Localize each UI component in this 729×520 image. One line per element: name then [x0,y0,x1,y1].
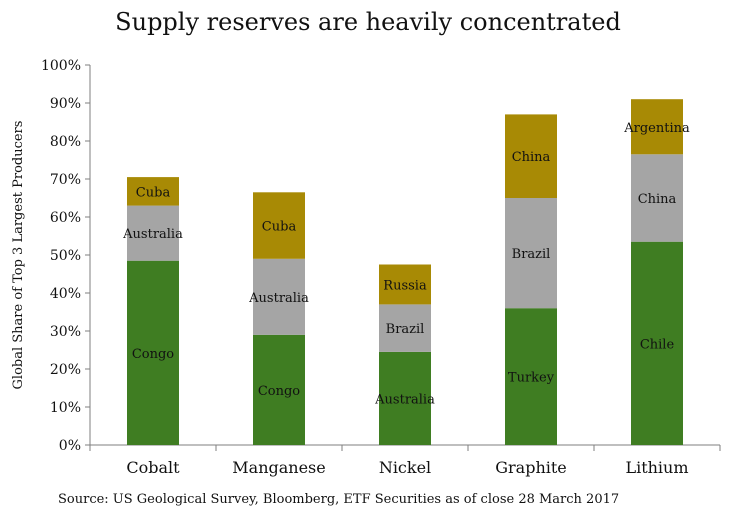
source-note: Source: US Geological Survey, Bloomberg,… [58,492,619,507]
data-label: Congo [132,347,174,362]
chart-title: Supply reserves are heavily concentrated [115,8,621,36]
bar-segment [253,258,305,335]
y-tick-label: 30% [50,324,81,340]
bars [127,99,683,445]
y-tick-label: 60% [50,210,81,226]
bar-segment [631,154,683,242]
data-label: China [512,150,551,165]
bar-segment [127,260,179,445]
bar-segment [253,334,305,445]
axes: 0% 10% 20% 30% 40% 50% 60% 70% 80% 90% 100% Cobalt M… [41,58,721,477]
x-tick-label: Cobalt [126,458,180,477]
bar-segment [379,351,431,445]
y-tick-label: 70% [50,172,81,188]
y-tick-label: 100% [41,58,81,74]
y-tick-label: 80% [50,134,81,150]
bar-segment [379,264,431,305]
data-label: Cuba [262,220,297,235]
data-label: China [638,192,677,207]
data-label: Australia [374,392,435,407]
bar-segment [127,205,179,261]
bar-segment [505,308,557,445]
y-tick-label: 20% [50,362,81,378]
y-tick-label: 40% [50,286,81,302]
data-label: Chile [640,337,675,352]
data-label: Cuba [136,185,171,200]
bar-segment [505,114,557,198]
bar-segment [505,198,557,309]
x-tick-label: Lithium [625,458,688,477]
x-tick-label: Graphite [495,458,567,477]
bar-segment [631,241,683,445]
data-label: Congo [258,384,300,399]
y-tick-label: 10% [50,400,81,416]
data-label: Australia [122,227,183,242]
y-tick-label: 90% [50,96,81,112]
y-tick-label: 0% [59,438,81,454]
y-tick-label: 50% [50,248,81,264]
data-label: Argentina [623,121,690,136]
data-label: Russia [383,278,427,293]
bar-segment [253,192,305,259]
data-label: Turkey [508,371,555,386]
bar-segment [379,304,431,352]
bar-segment [631,99,683,155]
data-label: Brazil [386,322,425,337]
segment-labels: Congo Australia Cuba Congo Australia Cuba Aust… [122,121,690,408]
data-label: Brazil [512,247,551,262]
x-tick-label: Nickel [379,458,431,477]
data-label: Australia [248,291,309,306]
y-axis-label: Global Share of Top 3 Largest Producers [11,121,26,390]
x-tick-label: Manganese [232,458,325,477]
bar-segment [127,177,179,206]
